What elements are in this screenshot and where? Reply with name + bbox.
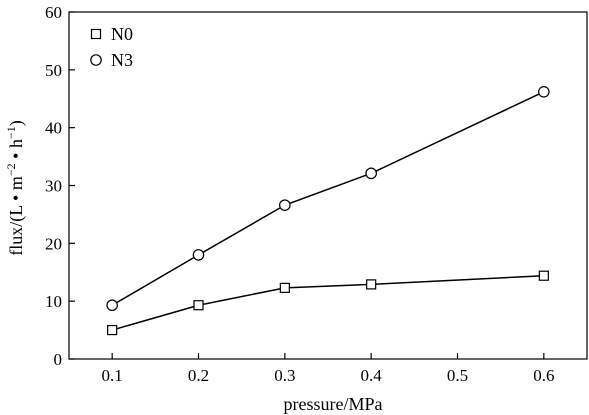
x-tick-label: 0.6	[533, 366, 554, 385]
y-tick-label: 30	[45, 177, 62, 196]
x-tick-label: 0.4	[361, 366, 383, 385]
x-tick-label: 0.1	[102, 366, 123, 385]
plot-area-frame	[68, 11, 588, 360]
data-point-n0	[107, 324, 118, 336]
y-axis-title: flux/(L • m−2 • h−1)	[4, 120, 27, 256]
data-point-n3	[192, 249, 205, 261]
data-point-n0	[366, 279, 377, 290]
series-n0	[107, 270, 549, 336]
x-axis-title: pressure/MPa	[284, 394, 383, 414]
legend-item-n0: N0	[90, 24, 133, 44]
y-tick-label: 10	[45, 292, 62, 311]
y-axis-title-bullet: •	[6, 148, 26, 163]
y-axis-ticks: 0 10 20 30 40 50 60	[45, 3, 75, 369]
x-tick-label: 0.2	[188, 366, 209, 385]
legend-marker-n0	[90, 28, 102, 40]
data-point-n3	[365, 167, 377, 180]
y-tick-label: 0	[54, 350, 63, 369]
series-n3	[106, 86, 550, 312]
y-axis-title-h-exponent: −1	[4, 126, 18, 139]
data-point-n3	[106, 299, 118, 312]
x-axis-ticks: 0.1 0.2 0.3 0.4 0.5 0.6	[102, 353, 554, 385]
y-tick-label: 20	[45, 234, 62, 253]
y-axis-title-h: h	[6, 139, 26, 148]
series-line-n3	[111, 91, 545, 306]
y-axis-title-m-exponent: −2	[4, 163, 18, 176]
x-tick-label: 0.5	[447, 366, 468, 385]
legend-item-n3: N3	[90, 50, 133, 70]
data-point-n3	[538, 86, 550, 98]
data-point-n0	[279, 282, 290, 293]
series-layer	[106, 86, 550, 336]
y-axis-title-bullet: •	[6, 190, 26, 205]
data-point-n0	[193, 300, 204, 311]
plot-border	[68, 11, 588, 360]
data-point-n0	[538, 270, 549, 281]
legend-label-n0: N0	[111, 24, 133, 44]
y-tick-label: 40	[45, 119, 62, 138]
legend-marker-n3	[90, 54, 102, 66]
legend-label-n3: N3	[111, 50, 133, 70]
y-tick-label: 60	[45, 3, 62, 22]
data-point-n3	[279, 199, 291, 211]
y-axis-title-suffix: )	[6, 120, 27, 126]
y-axis-title-prefix: flux/(L	[6, 205, 27, 255]
series-line-n0	[111, 274, 544, 331]
x-tick-label: 0.3	[274, 366, 295, 385]
y-axis-title-m: m	[6, 176, 26, 190]
y-tick-label: 50	[45, 61, 62, 80]
